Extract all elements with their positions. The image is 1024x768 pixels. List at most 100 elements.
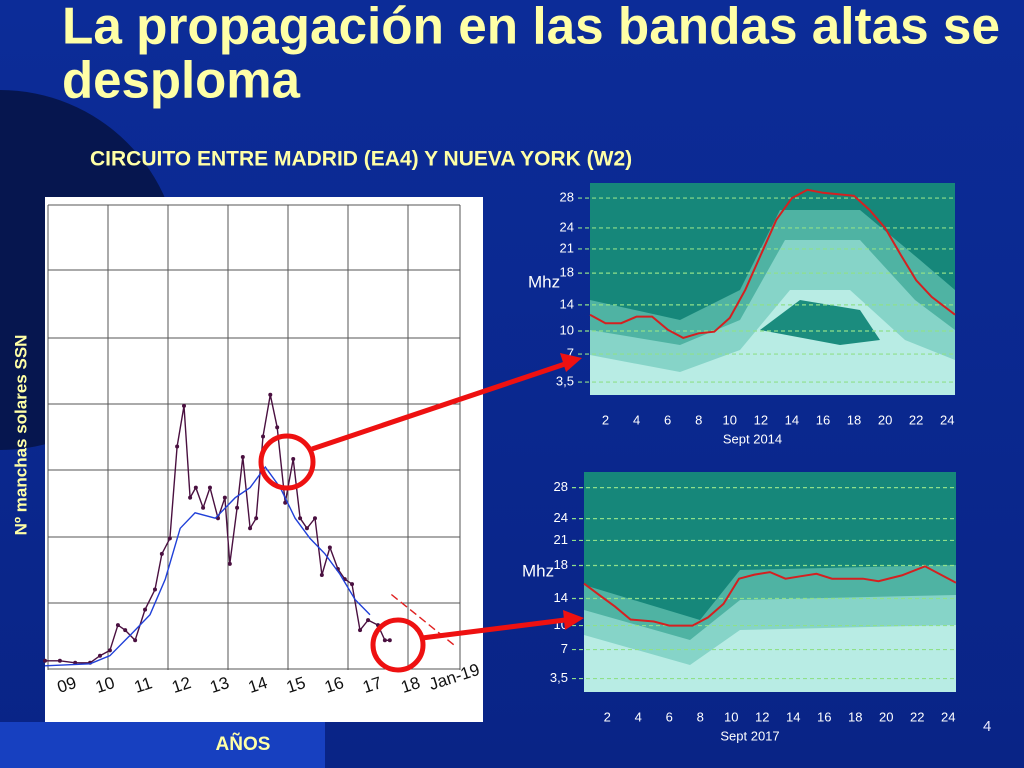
data-point — [291, 456, 296, 461]
x-tick-label: 20 — [878, 412, 892, 427]
data-point — [222, 495, 227, 500]
data-point — [240, 454, 245, 459]
data-point — [387, 638, 392, 643]
x-tick-label: 24 — [941, 709, 955, 724]
plot-area — [45, 197, 483, 722]
x-tick-label: 14 — [786, 709, 800, 724]
data-point — [268, 392, 273, 397]
x-tick-label: 22 — [909, 412, 923, 427]
data-point — [327, 545, 332, 550]
x-tick: 15 — [284, 673, 308, 697]
x-tick-label: 09 — [55, 673, 79, 697]
x-tick-label: 17 — [360, 673, 384, 697]
data-point — [207, 485, 212, 490]
x-axis-label: Sept 2017 — [720, 728, 779, 743]
subtitle: CIRCUITO ENTRE MADRID (EA4) Y NUEVA YORK… — [90, 148, 632, 171]
series-line — [589, 188, 956, 339]
x-tick-label: 20 — [879, 709, 893, 724]
x-axis-label: Sept 2014 — [723, 431, 782, 446]
series-line — [45, 394, 390, 664]
x-tick-label: 10 — [723, 412, 737, 427]
data-point — [181, 403, 186, 408]
x-tick-label: 6 — [666, 709, 673, 724]
y-tick-label: 7 — [561, 641, 568, 656]
data-point — [43, 658, 47, 663]
data-point — [366, 618, 371, 623]
y-tick-label: 24 — [554, 510, 568, 525]
title-line: La propagación en las bandas altas se — [62, 0, 1000, 56]
y-axis-label: Nº manchas solares SSN — [11, 335, 30, 536]
x-tick-label: 16 — [817, 709, 831, 724]
x-tick-label: 2 — [604, 709, 611, 724]
x-tick-label: 16 — [322, 673, 346, 697]
x-tick-label: 10 — [724, 709, 738, 724]
x-tick-label: 24 — [940, 412, 954, 427]
x-tick-label: 2 — [602, 412, 609, 427]
data-point — [235, 505, 240, 510]
x-tick: 14 — [246, 673, 270, 697]
data-point — [193, 485, 198, 490]
x-tick-label: 12 — [169, 673, 193, 697]
data-point — [358, 628, 363, 633]
x-tick-label: 18 — [399, 673, 423, 697]
x-tick: 10 — [93, 673, 117, 697]
y-axis-label: Mhz — [528, 272, 560, 291]
data-point — [312, 516, 317, 521]
data-point — [261, 434, 266, 439]
data-point — [123, 628, 128, 633]
arrow-heads — [560, 353, 584, 630]
data-point — [298, 516, 303, 521]
x-tick: 12 — [169, 673, 193, 697]
x-tick-label: 14 — [246, 673, 270, 697]
x-tick-label: 22 — [910, 709, 924, 724]
annotations — [258, 361, 566, 673]
y-tick-label: 14 — [554, 590, 568, 605]
data-point — [133, 638, 138, 643]
heatmap — [584, 183, 956, 692]
data-point — [201, 505, 206, 510]
y-tick-label: 14 — [560, 296, 574, 311]
data-point — [115, 623, 120, 628]
data-point — [107, 648, 112, 653]
y-tick-label: 24 — [560, 219, 574, 234]
x-tick-label: 8 — [697, 709, 704, 724]
x-tick-label: 18 — [848, 709, 862, 724]
data-point — [159, 551, 164, 556]
y-axis-label: Mhz — [522, 561, 554, 580]
x-tick: 18 — [399, 673, 423, 697]
x-tick-label: 12 — [755, 709, 769, 724]
data-point — [275, 425, 280, 430]
data-point — [57, 658, 62, 663]
x-tick-label: 18 — [847, 412, 861, 427]
x-tick-label: 14 — [785, 412, 799, 427]
x-tick-label: 10 — [93, 673, 117, 697]
data-point — [167, 536, 172, 541]
decor-strip — [0, 722, 325, 768]
x-tick-label: 15 — [284, 673, 308, 697]
x-tick-label: 12 — [754, 412, 768, 427]
data-point — [175, 444, 180, 449]
x-axis-label: AÑOS — [216, 733, 271, 755]
x-tick-label: 6 — [664, 412, 671, 427]
y-tick-label: 3,5 — [556, 374, 574, 389]
data-point — [152, 587, 157, 592]
x-tick-label: 8 — [695, 412, 702, 427]
data-point — [382, 638, 387, 643]
data-point — [97, 653, 102, 658]
data-point — [319, 573, 324, 578]
y-tick-label: 10 — [560, 322, 574, 337]
x-tick-label: 4 — [633, 412, 640, 427]
x-tick-label: 4 — [635, 709, 642, 724]
x-tick-label: 11 — [132, 673, 155, 697]
data-point — [143, 607, 148, 612]
y-tick-label: 28 — [554, 479, 568, 494]
data-point — [283, 500, 288, 505]
y-tick-label: 21 — [560, 240, 574, 255]
x-tick: 17 — [360, 673, 384, 697]
y-tick-label: 28 — [560, 189, 574, 204]
data-point — [350, 582, 355, 587]
y-tick-label: 18 — [560, 265, 574, 280]
x-tick: 16 — [322, 673, 346, 697]
data-point — [254, 516, 259, 521]
